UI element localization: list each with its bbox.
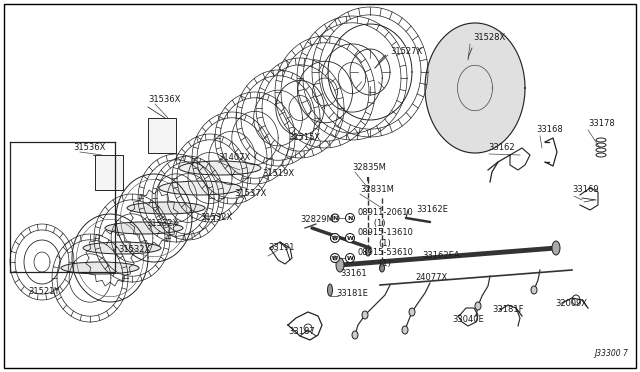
Text: 31532X: 31532X [118,246,150,254]
Text: 31528X: 31528X [473,33,505,42]
Text: 32829M: 32829M [300,215,333,224]
Text: 31537X: 31537X [234,189,266,199]
Text: 33169: 33169 [572,186,598,195]
Text: 31519X: 31519X [262,170,294,179]
Ellipse shape [336,258,344,272]
Ellipse shape [333,236,337,240]
Ellipse shape [331,214,339,222]
Text: 33187: 33187 [288,327,315,337]
Ellipse shape [333,256,337,260]
Text: 31407X: 31407X [218,154,250,163]
Text: 31536X: 31536X [148,96,180,105]
Ellipse shape [83,242,161,254]
Text: 33162EA: 33162EA [422,251,460,260]
Ellipse shape [365,248,371,256]
Text: 31532X: 31532X [200,214,232,222]
Text: N: N [348,215,353,221]
Ellipse shape [352,331,358,339]
Text: 33181F: 33181F [492,305,524,314]
Ellipse shape [328,284,333,296]
Text: 32009X: 32009X [555,299,587,308]
Text: 33181E: 33181E [336,289,368,298]
Ellipse shape [346,234,355,243]
Text: 31515X: 31515X [288,134,320,142]
Text: W: W [332,235,338,241]
Text: 33162E: 33162E [416,205,448,215]
Text: 32835M: 32835M [352,164,386,173]
Text: 24077X: 24077X [415,273,447,282]
Ellipse shape [531,286,537,294]
Text: 33161: 33161 [340,269,367,279]
Text: 08915-13610
        (1): 08915-13610 (1) [358,228,414,248]
Text: 31532X: 31532X [146,219,179,228]
Text: 32831M: 32831M [360,186,394,195]
Text: 33191: 33191 [268,244,294,253]
Ellipse shape [330,253,339,263]
Text: 08911-20610
      (1): 08911-20610 (1) [358,208,413,228]
Bar [95,155,123,190]
Text: 33168: 33168 [536,125,563,135]
Ellipse shape [105,222,183,234]
Ellipse shape [330,234,339,243]
Text: 33162: 33162 [488,144,515,153]
Text: W: W [347,235,353,241]
Ellipse shape [346,214,355,222]
Ellipse shape [362,311,368,319]
Ellipse shape [346,253,355,263]
Text: J33300 7: J33300 7 [594,349,628,358]
Polygon shape [425,23,525,153]
Text: W: W [332,256,338,260]
Ellipse shape [380,264,385,272]
Text: N: N [332,215,338,221]
Ellipse shape [159,181,241,195]
Text: W: W [347,256,353,260]
Ellipse shape [127,202,205,214]
Text: 31521Y: 31521Y [28,288,60,296]
Ellipse shape [475,302,481,310]
Text: 31536X: 31536X [73,144,106,153]
Text: 31527X: 31527X [390,48,422,57]
Ellipse shape [402,326,408,334]
Text: 08915-53610
        (1): 08915-53610 (1) [358,248,414,268]
Ellipse shape [552,241,560,255]
Text: 33040E: 33040E [452,315,484,324]
Ellipse shape [179,161,261,175]
Bar [148,118,176,153]
Ellipse shape [61,262,139,274]
Text: 33178: 33178 [588,119,615,128]
Ellipse shape [409,308,415,316]
